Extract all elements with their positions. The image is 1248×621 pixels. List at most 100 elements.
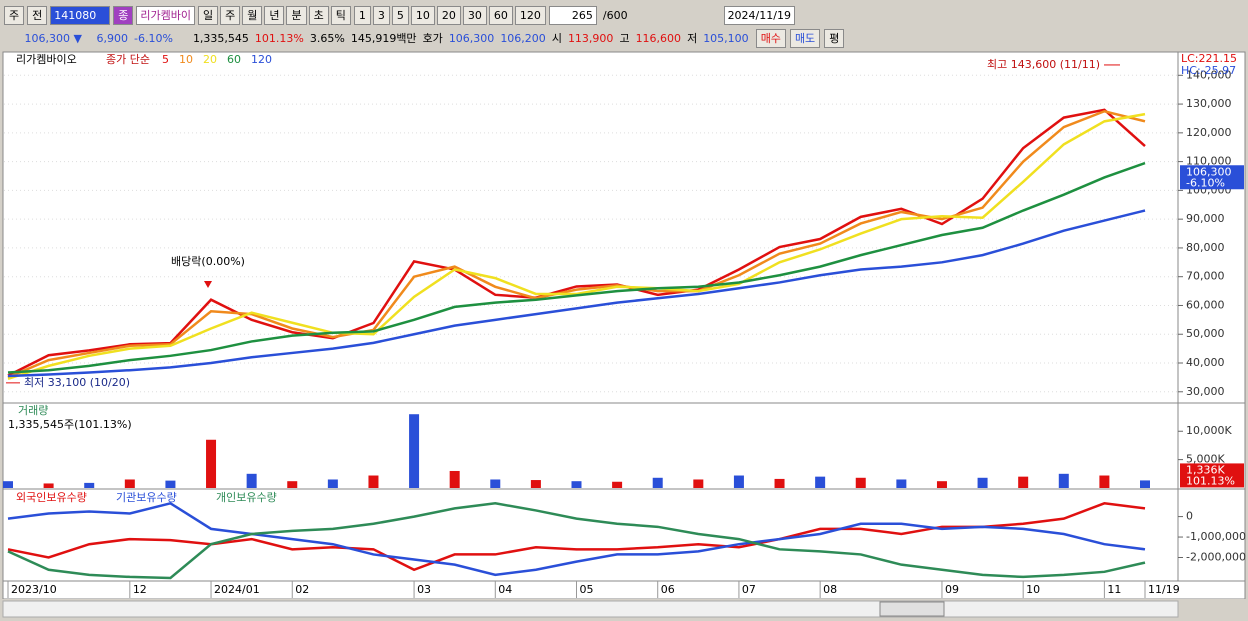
x-tick-label: 04: [498, 583, 512, 596]
volume-bar: [84, 482, 95, 488]
x-tick-label: 06: [661, 583, 675, 596]
period-button[interactable]: 년: [264, 5, 285, 25]
name-tag: 종: [113, 5, 134, 25]
interval-button[interactable]: 20: [436, 5, 461, 25]
dividend-arrow: [204, 281, 212, 288]
volume-bar: [124, 479, 135, 488]
x-tick-label: 11/19: [1148, 583, 1180, 596]
chart-area: 30,000 40,000 50,000 60,000 70,000 80,000 90,0…: [2, 51, 1246, 599]
period-button[interactable]: 분: [286, 5, 307, 25]
code-input[interactable]: 141080: [50, 5, 111, 25]
chart-background: [2, 51, 1246, 599]
interval-button[interactable]: 10: [410, 5, 435, 25]
volume-bar: [409, 414, 420, 488]
interval-button[interactable]: 3: [372, 5, 390, 25]
y-tick-label: 70,000: [1186, 270, 1225, 283]
volume-bar: [206, 439, 217, 488]
y-tick-label: 80,000: [1186, 241, 1225, 254]
turnover: 3.65%: [309, 31, 345, 45]
period-button[interactable]: 초: [308, 5, 329, 25]
y-tick-label: 40,000: [1186, 356, 1225, 369]
low-label: 최저 33,100 (10/20): [24, 376, 130, 389]
legend-item: 기관보유수량: [116, 491, 177, 504]
high-label: 최고 143,600 (11/11): [987, 58, 1100, 71]
prev-button[interactable]: 전: [27, 5, 48, 25]
y-tick-label: 50,000: [1186, 327, 1225, 340]
y-tick-label: 10,000K: [1186, 424, 1232, 437]
volume-bar: [287, 481, 298, 488]
volume-bar: [368, 475, 379, 488]
x-tick-label: 09: [945, 583, 959, 596]
series-line: [7, 161, 1146, 374]
interval-button[interactable]: 5: [391, 5, 409, 25]
legend-item: 120: [251, 53, 272, 66]
series-line: [7, 109, 1146, 379]
volume-bar: [530, 480, 541, 488]
amount: 145,919백만: [350, 32, 417, 45]
bid: 106,200: [500, 31, 546, 45]
y-tick-label: 140,000: [1186, 68, 1232, 81]
open-label: 시: [551, 32, 562, 45]
x-tick-label: 10: [1026, 583, 1040, 596]
volume-bar: [1099, 475, 1110, 488]
volume-bar: [490, 479, 501, 488]
interval-button[interactable]: 60: [488, 5, 513, 25]
low: 105,100: [703, 31, 749, 45]
volume-bar: [3, 481, 13, 488]
volume-bar: [165, 480, 176, 488]
volume-bar: [449, 470, 460, 488]
name-field[interactable]: 리가켐바이: [136, 5, 195, 25]
period-button[interactable]: 틱: [330, 5, 351, 25]
market-select[interactable]: 주: [4, 5, 25, 25]
y-tick-label: 30,000: [1186, 385, 1225, 398]
last-volume: 1,336K: [1186, 463, 1225, 476]
x-tick-label: 02: [295, 583, 309, 596]
x-tick-label: 05: [580, 583, 594, 596]
period-button[interactable]: 월: [242, 5, 263, 25]
sell-button[interactable]: 매도: [789, 28, 821, 48]
avg-button[interactable]: 평: [824, 28, 845, 48]
buy-button[interactable]: 매수: [755, 28, 786, 48]
ask-label: 호가: [422, 32, 443, 45]
date-input[interactable]: 2024/11/19: [723, 5, 795, 25]
count-input[interactable]: 265: [548, 5, 597, 25]
legend-item: 10: [179, 53, 193, 66]
last-ratio: 101.13%: [1186, 474, 1235, 487]
volume-bar: [1140, 480, 1150, 488]
scroll-track[interactable]: [2, 600, 1179, 618]
period-button[interactable]: 주: [220, 5, 241, 25]
dividend-note: 배당락(0.00%): [171, 255, 245, 268]
high: 116,600: [635, 31, 682, 45]
volume-bar: [43, 483, 54, 488]
volume-bar: [1058, 473, 1069, 488]
period-button[interactable]: 일: [197, 5, 219, 25]
interval-button[interactable]: 120: [514, 5, 546, 25]
scroll-buttons[interactable]: [879, 601, 945, 617]
interval-button[interactable]: 30: [462, 5, 487, 25]
last-volume-box: [1180, 463, 1244, 488]
scrollbar[interactable]: [0, 599, 1248, 621]
ask: 106,300: [448, 31, 495, 45]
y-tick-label: 120,000: [1186, 126, 1232, 139]
high-label: 고: [619, 32, 630, 45]
x-tick-label: 2023/10: [11, 583, 57, 596]
legend-item: 60: [227, 53, 241, 66]
x-tick-label: 03: [417, 583, 431, 596]
interval-buttons: 1 3 5 10 20 30 60 120: [353, 5, 546, 25]
lc-label: LC:221.15: [1181, 52, 1237, 65]
volume-bar: [977, 477, 988, 488]
volume-bar: [327, 479, 338, 488]
series-line: [7, 502, 1146, 580]
quote-bar: 106,300 ▼ 6,900 -6.10% 1,335,545 101.13%…: [0, 28, 1248, 48]
interval-button[interactable]: 1: [353, 5, 371, 25]
volume-bar: [936, 481, 947, 488]
y-tick-label: 90,000: [1186, 212, 1225, 225]
y-tick-label: 5,000K: [1186, 453, 1225, 466]
x-tick-label: 11: [1107, 583, 1121, 596]
low-label: 저: [687, 32, 698, 45]
vol-ratio: 101.13%: [254, 31, 304, 45]
volume-bar: [774, 478, 785, 488]
volume-bar: [855, 477, 866, 488]
